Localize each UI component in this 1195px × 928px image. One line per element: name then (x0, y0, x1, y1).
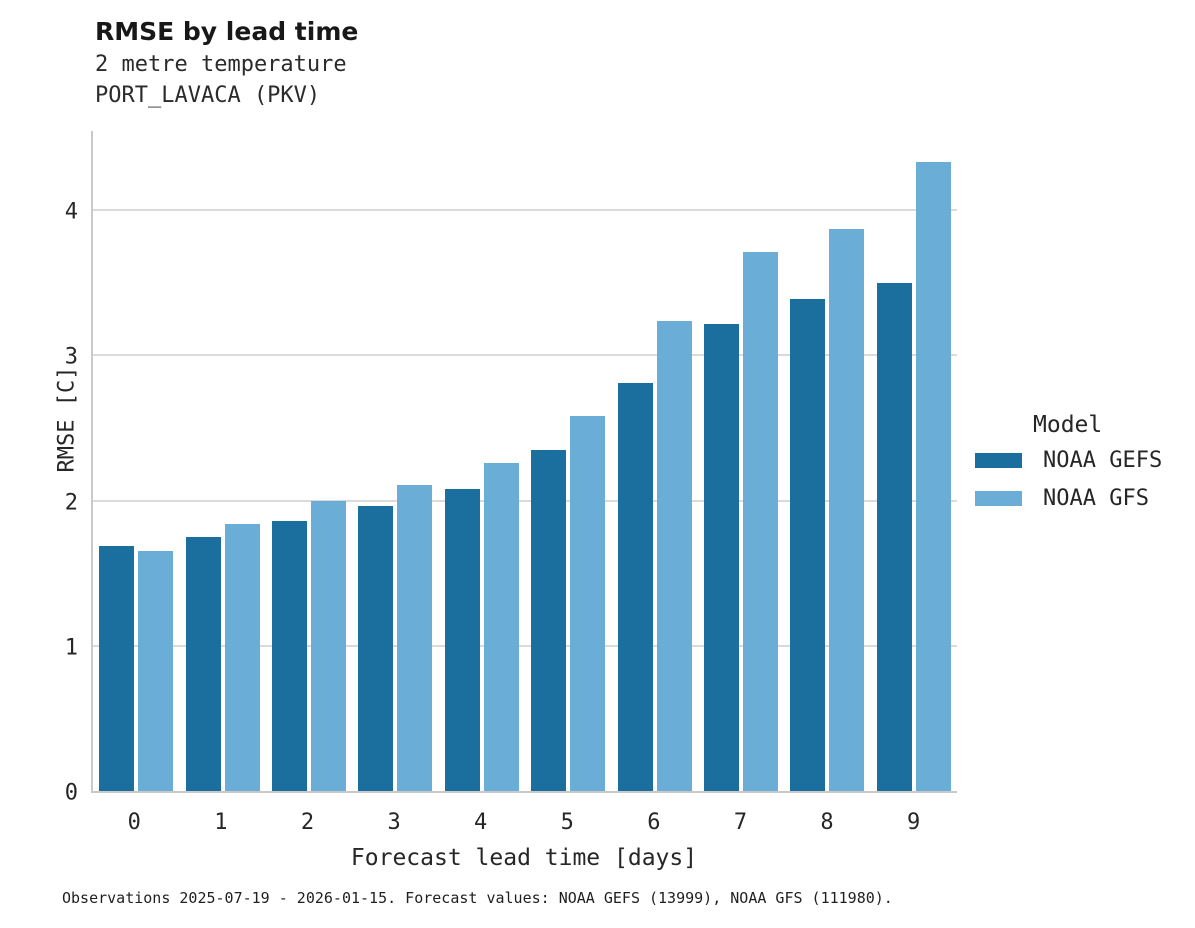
gridline-y-4 (93, 209, 957, 212)
x-tick-label-1: 1 (214, 810, 228, 835)
legend-swatch-noaa-gefs (975, 453, 1022, 468)
bar-group-day-4 (439, 131, 525, 791)
bar-noaa-gfs-day-9 (915, 162, 951, 791)
x-tick-label-8: 8 (820, 810, 834, 835)
bar-noaa-gefs-day-2 (272, 520, 308, 791)
bar-noaa-gefs-day-9 (876, 282, 912, 791)
bar-noaa-gfs-day-0 (138, 551, 174, 791)
x-tick-label-3: 3 (387, 810, 401, 835)
bar-noaa-gfs-day-2 (311, 500, 347, 791)
bar-noaa-gefs-day-5 (531, 449, 567, 791)
gridline-y-3 (93, 354, 957, 357)
x-tick-labels: 0 1 2 3 4 5 6 7 8 9 (91, 810, 957, 835)
bar-noaa-gefs-day-7 (704, 323, 740, 791)
bar-group-day-7 (698, 131, 784, 791)
x-tick-label-0: 0 (127, 810, 141, 835)
legend-label-noaa-gfs: NOAA GFS (1043, 486, 1149, 511)
legend-item-noaa-gfs: NOAA GFS (975, 486, 1190, 511)
bar-noaa-gfs-day-1 (224, 523, 260, 791)
y-tick-label-1: 1 (64, 635, 78, 661)
legend-title: Model (1033, 412, 1103, 438)
x-tick-label-9: 9 (907, 810, 921, 835)
bar-group-day-3 (352, 131, 438, 791)
bar-noaa-gefs-day-0 (99, 545, 135, 791)
y-tick-label-4: 4 (64, 199, 78, 225)
bar-group-day-6 (611, 131, 697, 791)
bar-groups (93, 131, 957, 791)
y-tick-label-0: 0 (64, 780, 78, 806)
x-tick-label-7: 7 (733, 810, 748, 835)
bar-noaa-gefs-day-6 (617, 383, 653, 791)
y-tick-labels: 0 1 2 3 4 (0, 131, 80, 806)
figure-caption: Observations 2025-07-19 - 2026-01-15. Fo… (62, 889, 893, 907)
y-tick-label-3: 3 (64, 344, 78, 370)
bar-group-day-2 (266, 131, 352, 791)
bar-group-day-1 (179, 131, 265, 791)
legend-item-noaa-gefs: NOAA GEFS (975, 448, 1190, 473)
y-tick-label-2: 2 (64, 490, 78, 516)
bar-noaa-gfs-day-7 (743, 252, 779, 791)
bar-group-day-5 (525, 131, 611, 791)
bar-noaa-gefs-day-1 (185, 536, 221, 791)
bar-noaa-gfs-day-5 (570, 416, 606, 791)
bar-noaa-gefs-day-4 (444, 489, 480, 791)
bar-noaa-gfs-day-6 (656, 320, 692, 791)
plot-area (91, 131, 957, 793)
legend: Model NOAA GEFS NOAA GFS (975, 412, 1190, 524)
x-tick-label-2: 2 (300, 810, 315, 835)
x-tick-label-5: 5 (560, 810, 574, 835)
chart-subtitle-variable: 2 metre temperature (95, 52, 347, 77)
bar-noaa-gfs-day-3 (397, 484, 433, 791)
bar-group-day-0 (93, 131, 179, 791)
legend-label-noaa-gefs: NOAA GEFS (1043, 448, 1163, 473)
x-tick-label-6: 6 (647, 810, 661, 835)
legend-swatch-noaa-gfs (975, 491, 1022, 506)
x-tick-label-4: 4 (474, 810, 488, 835)
gridline-y-2 (93, 499, 957, 502)
bar-noaa-gfs-day-4 (483, 462, 519, 791)
bar-noaa-gfs-day-8 (829, 229, 865, 791)
x-axis-label: Forecast lead time [days] (350, 845, 698, 871)
bar-noaa-gefs-day-8 (790, 298, 826, 791)
gridline-y-1 (93, 644, 957, 647)
chart-title: RMSE by lead time (95, 17, 359, 46)
bar-group-day-9 (871, 131, 957, 791)
bar-noaa-gefs-day-3 (358, 506, 394, 791)
bar-group-day-8 (784, 131, 870, 791)
chart-subtitle-station: PORT_LAVACA (PKV) (95, 83, 321, 108)
